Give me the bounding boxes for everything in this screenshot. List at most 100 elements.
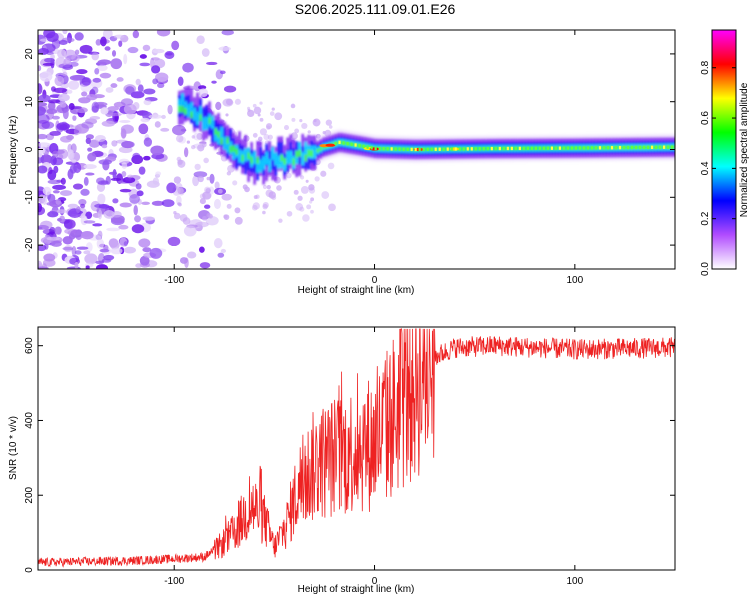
noise-blob (38, 65, 42, 72)
noise-blob (76, 246, 89, 250)
noise-blob (129, 193, 140, 204)
ridge-core-segment (514, 146, 517, 151)
noise-blob (62, 64, 74, 70)
noise-blob (52, 184, 66, 190)
ridge-core-segment (654, 145, 658, 149)
noise-blob (78, 198, 87, 206)
noise-blob (286, 172, 292, 179)
noise-blob (87, 152, 97, 162)
noise-blob (283, 125, 290, 131)
noise-blob (278, 218, 283, 223)
noise-blob (85, 265, 90, 269)
x-tick-label: 100 (566, 275, 583, 286)
noise-blob (95, 260, 105, 265)
ridge-segment (340, 140, 344, 145)
ridge-segment (568, 146, 572, 151)
noise-blob (85, 211, 93, 219)
noise-blob (130, 91, 145, 99)
ridge-segment (316, 148, 320, 153)
noise-blob (94, 135, 106, 143)
ridge-segment (313, 145, 317, 159)
ridge-segment (280, 142, 283, 165)
noise-blob (262, 203, 268, 210)
ridge-core-segment (474, 147, 477, 151)
noise-blob (118, 40, 123, 47)
noise-blob (38, 165, 48, 174)
ridge-core-segment (650, 145, 654, 150)
ridge-segment (277, 141, 280, 165)
noise-blob (301, 122, 308, 130)
ridge-segment (196, 111, 199, 125)
ridge-segment (400, 147, 404, 152)
ridge-core-segment (470, 147, 473, 151)
ridge-core-segment (414, 147, 417, 152)
ridge-segment (244, 152, 247, 175)
noise-blob (52, 190, 60, 194)
noise-blob (310, 209, 314, 214)
noise-blob (47, 99, 61, 104)
ridge-segment (298, 142, 302, 155)
noise-blob (206, 212, 212, 219)
ridge-halo-segment (672, 134, 675, 160)
ridge-core-segment (518, 146, 521, 151)
ridge-core-segment (426, 147, 429, 152)
noise-blob (121, 170, 127, 177)
ridge-segment (388, 146, 392, 151)
noise-blob (297, 195, 303, 201)
ridge-segment (280, 154, 283, 162)
noise-blob (215, 101, 222, 111)
noise-blob (141, 201, 150, 206)
noise-blob (247, 109, 255, 118)
ridge-segment (463, 147, 467, 151)
noise-blob (55, 57, 67, 69)
ridge-segment (487, 146, 491, 151)
noise-blob (156, 30, 171, 37)
noise-blob (142, 44, 151, 52)
noise-blob (85, 137, 92, 145)
noise-blob (191, 135, 196, 139)
ridge-segment (187, 104, 190, 118)
ridge-core-segment (346, 141, 349, 146)
ridge-halo-segment (444, 136, 447, 162)
noise-blob (308, 187, 316, 194)
noise-blob (276, 185, 282, 191)
noise-blob (299, 119, 303, 123)
ridge-core-segment (490, 146, 493, 151)
noise-blob (80, 188, 90, 196)
snr-y-label: SNR (10 * v/v) (8, 416, 19, 480)
noise-blob (42, 195, 47, 205)
ridge-core-segment (430, 147, 433, 151)
noise-blob (47, 101, 56, 111)
noise-blob (173, 176, 182, 184)
ridge-segment (205, 116, 208, 130)
noise-blob (72, 115, 77, 121)
ridge-segment (223, 136, 226, 150)
colorbar-tick-label: 0.0 (700, 262, 711, 276)
ridge-core-segment (478, 147, 481, 151)
noise-blob (206, 61, 218, 66)
noise-blob (143, 137, 153, 147)
ridge-segment (232, 145, 235, 153)
ridge-segment (343, 141, 347, 146)
ridge-halo-segment (540, 135, 543, 161)
noise-blob (68, 80, 80, 90)
noise-blob (186, 251, 197, 259)
noise-blob (294, 128, 300, 134)
noise-blob (85, 172, 95, 176)
noise-blob (120, 128, 127, 139)
noise-blob (197, 144, 205, 152)
y-tick-label: 0 (24, 146, 35, 152)
ridge-segment (556, 146, 560, 151)
x-tick-label: -100 (164, 275, 184, 286)
ridge-core-segment (358, 144, 361, 148)
noise-blob (58, 148, 69, 160)
noise-blob (66, 134, 74, 141)
ridge-segment (532, 146, 536, 151)
noise-blob (95, 264, 109, 269)
ridge-core-segment (382, 147, 385, 151)
noise-blob (58, 40, 68, 46)
noise-blob (110, 247, 123, 255)
ridge-segment (298, 149, 302, 157)
noise-blob (103, 254, 115, 261)
noise-blob (123, 53, 128, 65)
